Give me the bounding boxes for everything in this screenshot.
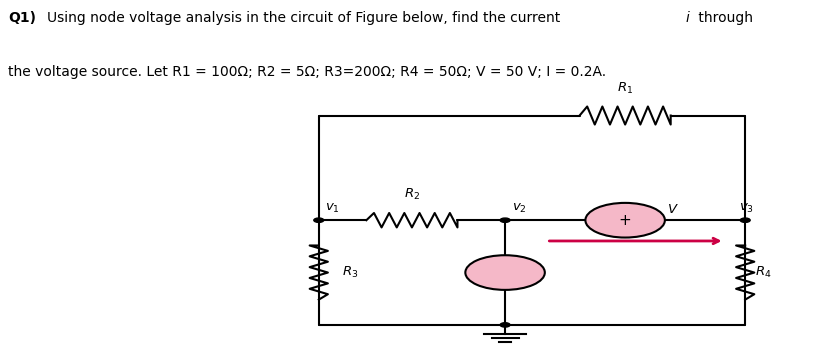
Text: $R_2$: $R_2$ xyxy=(404,187,419,202)
Circle shape xyxy=(500,323,509,327)
Circle shape xyxy=(739,218,749,222)
Text: $I$: $I$ xyxy=(527,268,533,281)
Text: Q1): Q1) xyxy=(8,11,36,25)
Text: $R_1$: $R_1$ xyxy=(616,81,633,96)
Text: $V$: $V$ xyxy=(667,203,678,216)
Circle shape xyxy=(313,218,323,222)
Circle shape xyxy=(465,255,544,290)
Text: $R_3$: $R_3$ xyxy=(342,265,358,280)
Text: $v_3$: $v_3$ xyxy=(739,202,753,215)
Text: $R_4$: $R_4$ xyxy=(754,265,771,280)
Circle shape xyxy=(585,203,664,238)
Text: Using node voltage analysis in the circuit of Figure below, find the current: Using node voltage analysis in the circu… xyxy=(47,11,564,25)
Text: the voltage source. Let R1 = 100Ω; R2 = 5Ω; R3=200Ω; R4 = 50Ω; V = 50 V; I = 0.2: the voltage source. Let R1 = 100Ω; R2 = … xyxy=(8,65,605,79)
Text: i: i xyxy=(685,11,689,25)
Text: +: + xyxy=(618,213,631,228)
Text: $v_1$: $v_1$ xyxy=(325,202,340,215)
Circle shape xyxy=(500,218,509,222)
Text: $i$: $i$ xyxy=(632,214,638,228)
Text: through: through xyxy=(693,11,752,25)
Text: $v_2$: $v_2$ xyxy=(511,202,526,215)
